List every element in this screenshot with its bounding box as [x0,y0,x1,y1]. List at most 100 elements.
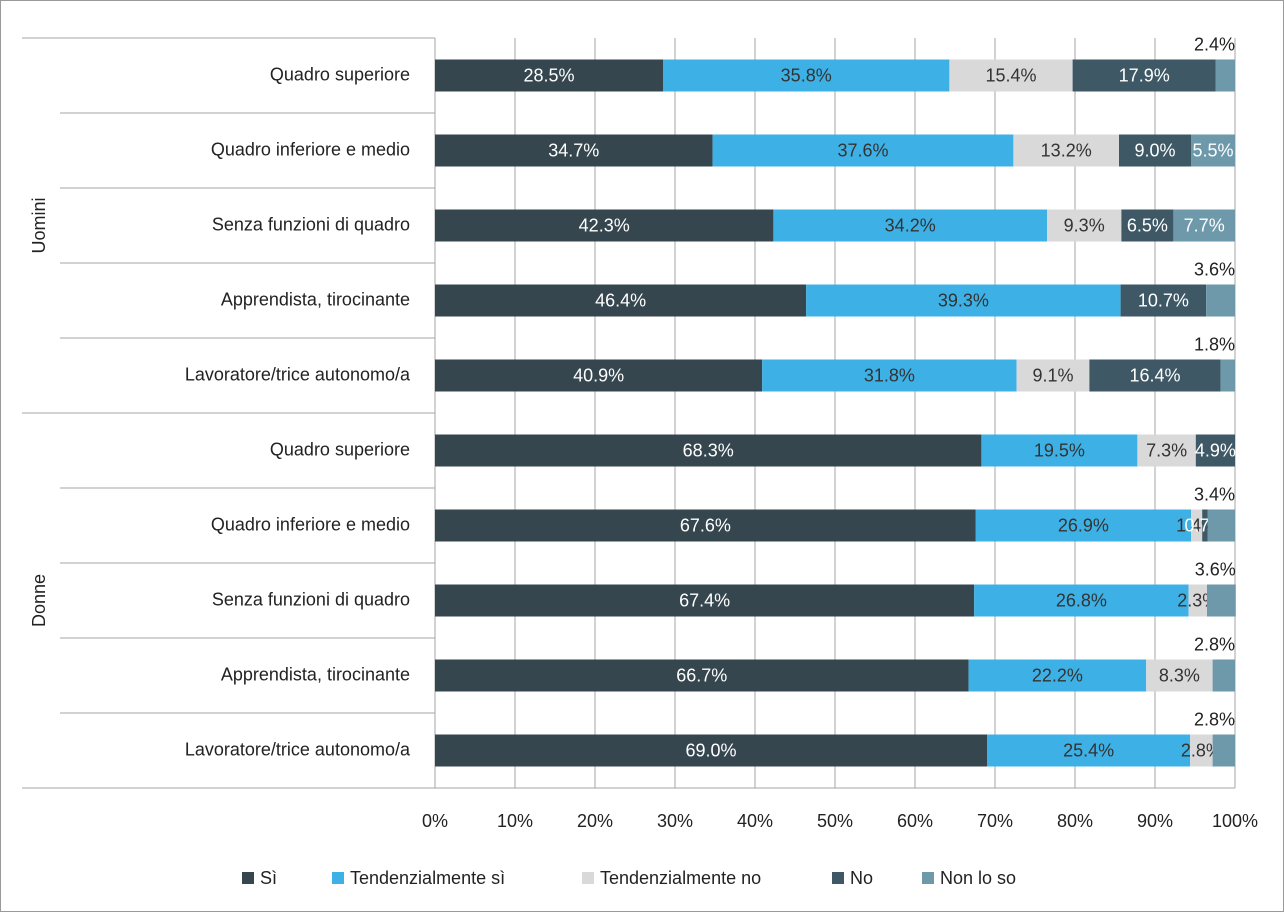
legend-label: Sì [260,868,277,888]
category-label: Quadro superiore [270,64,410,84]
x-tick-label: 10% [497,811,533,831]
bar-segment [435,59,663,92]
bar-segment [435,209,774,242]
legend-swatch [922,872,934,884]
bar-segment [1188,584,1207,617]
bar-segment [1173,209,1235,242]
x-tick-label: 30% [657,811,693,831]
bar-segment [949,59,1073,92]
bar-segment [435,284,807,317]
value-label: 26.8% [1056,590,1107,610]
bar-segment [712,134,1014,167]
bar-segment [1119,134,1191,167]
bar-segment [1206,284,1235,317]
bar-segment [1016,359,1090,392]
bar-segment [1191,509,1203,542]
bar-segment [435,509,976,542]
bar-segment [435,659,969,692]
category-label: Apprendista, tirocinante [221,664,410,684]
value-label: 34.2% [885,215,936,235]
bar-segment [762,359,1017,392]
bar-segment [1212,734,1235,767]
x-tick-label: 80% [1057,811,1093,831]
bar-segment [1047,209,1122,242]
value-label: 13.2% [1041,140,1092,160]
x-tick-label: 100% [1212,811,1258,831]
value-label: 69.0% [685,740,736,760]
value-label: 22.2% [1032,665,1083,685]
value-label: 2.8% [1194,709,1235,729]
bar-segment [773,209,1047,242]
bar-segment [1120,284,1207,317]
value-label: 25.4% [1063,740,1114,760]
bar-segment [1207,584,1236,617]
value-label: 7.3% [1146,440,1187,460]
bar-segment [974,584,1189,617]
bar-segment [1191,134,1235,167]
category-label: Quadro inferiore e medio [211,139,410,159]
bar-segment [1215,59,1235,92]
value-label: 68.3% [683,440,734,460]
bar-segment [1190,734,1213,767]
value-label: 2.8% [1181,740,1222,760]
value-label: 3.6% [1194,259,1235,279]
bar-segment [981,434,1138,467]
value-label: 4.9% [1195,440,1236,460]
bar-segment [1195,434,1235,467]
legend-label: Non lo so [940,868,1016,888]
value-label: 35.8% [781,65,832,85]
x-tick-label: 50% [817,811,853,831]
value-label: 34.7% [548,140,599,160]
bar-segment [435,434,982,467]
x-tick-label: 40% [737,811,773,831]
value-label: 9.1% [1032,365,1073,385]
value-label: 8.3% [1159,665,1200,685]
value-label: 3.6% [1195,559,1236,579]
category-label: Senza funzioni di quadro [212,589,410,609]
category-label: Quadro superiore [270,439,410,459]
legend-swatch [332,872,344,884]
value-label: 26.9% [1058,515,1109,535]
x-tick-label: 0% [422,811,448,831]
bar-segment [1013,134,1119,167]
legend-label: Tendenzialmente no [600,868,761,888]
value-label: 10.7% [1138,290,1189,310]
group-label: Donne [29,574,49,627]
value-label: 7.7% [1184,215,1225,235]
legend-swatch [242,872,254,884]
value-label: 5.5% [1192,140,1233,160]
value-label: 40.9% [573,365,624,385]
value-label: 67.4% [679,590,730,610]
bar-segment [435,134,713,167]
bar-segment [987,734,1191,767]
bar-segment [1220,359,1235,392]
value-label: 15.4% [985,65,1036,85]
legend-swatch [832,872,844,884]
value-label: 6.5% [1127,215,1168,235]
value-label: 46.4% [595,290,646,310]
bar-segment [968,659,1147,692]
value-label: 37.6% [837,140,888,160]
legend-label: Tendenzialmente sì [350,868,505,888]
bar-segment [435,584,975,617]
legend-swatch [582,872,594,884]
legend-label: No [850,868,873,888]
bar-segment [435,734,987,767]
bar-segment [1089,359,1221,392]
value-label: 9.0% [1134,140,1175,160]
category-label: Quadro inferiore e medio [211,514,410,534]
bar-segment [1146,659,1213,692]
value-label: 1.8% [1194,334,1235,354]
value-label: 2.8% [1194,634,1235,654]
bar-segment [1202,509,1208,542]
value-label: 19.5% [1034,440,1085,460]
bar-segment [1121,209,1174,242]
bar-segment [975,509,1191,542]
value-label: 42.3% [579,215,630,235]
value-label: 16.4% [1129,365,1180,385]
group-label: Uomini [29,197,49,253]
value-label: 2.4% [1194,34,1235,54]
value-label: 9.3% [1064,215,1105,235]
x-tick-label: 90% [1137,811,1173,831]
